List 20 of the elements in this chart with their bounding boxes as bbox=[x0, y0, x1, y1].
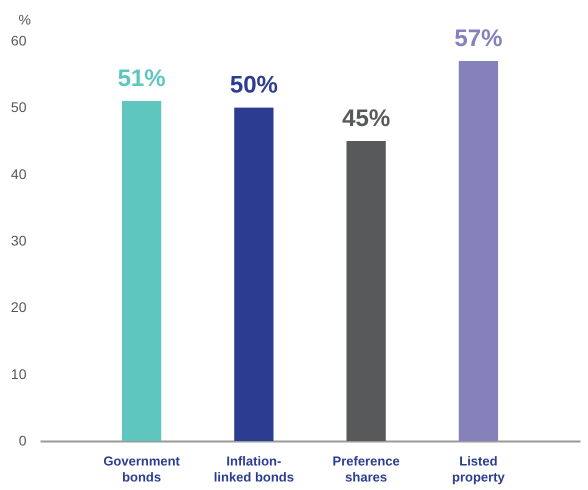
y-tick-label: 20 bbox=[10, 299, 27, 316]
x-tick-label: Listed property bbox=[452, 454, 506, 484]
data-label: 45% bbox=[342, 105, 390, 132]
bar bbox=[122, 101, 162, 441]
y-tick-label: 10 bbox=[10, 366, 27, 382]
bar bbox=[234, 108, 274, 441]
y-tick-label: 60 bbox=[10, 32, 27, 48]
data-label: 57% bbox=[454, 25, 502, 52]
x-tick-label: Government bonds bbox=[103, 454, 181, 484]
x-tick-label: Inflation-linked bonds bbox=[214, 454, 294, 484]
data-label: 51% bbox=[118, 65, 166, 92]
y-tick-label: 30 bbox=[10, 232, 27, 248]
bar bbox=[458, 61, 498, 441]
y-axis-title: % bbox=[18, 12, 31, 28]
y-tick-label: 40 bbox=[10, 166, 27, 182]
y-tick-label: 0 bbox=[18, 432, 27, 448]
data-label: 50% bbox=[230, 72, 278, 99]
x-tick-label: Preference shares bbox=[332, 454, 400, 484]
y-tick-label: 50 bbox=[10, 99, 27, 116]
bar bbox=[346, 141, 386, 441]
